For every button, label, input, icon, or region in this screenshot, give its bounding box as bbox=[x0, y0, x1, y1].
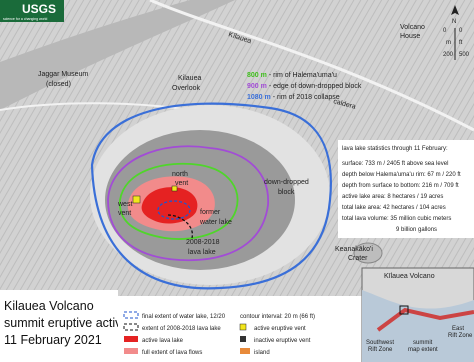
scale-label: 0 bbox=[443, 28, 447, 34]
inset-label: Southwest bbox=[366, 340, 394, 346]
rim-label: 900 m - edge of down-dropped block bbox=[247, 83, 362, 90]
place-label: Volcano bbox=[400, 24, 425, 31]
feature-label: lava lake bbox=[188, 249, 216, 256]
inset-title: Kīlauea Volcano bbox=[384, 273, 435, 280]
stats-line: 9 billion gallons bbox=[396, 227, 437, 233]
legend-swatch bbox=[124, 348, 138, 354]
inset-extent-box bbox=[399, 305, 409, 315]
title-line: summit eruptive activity bbox=[4, 316, 135, 330]
legend-swatch bbox=[123, 323, 139, 331]
scale-label: 500 bbox=[459, 52, 470, 58]
title-box bbox=[0, 290, 118, 362]
place-label: Jaggar Museum bbox=[38, 71, 88, 78]
inset-ocean bbox=[362, 290, 474, 362]
scale-label: 0 bbox=[459, 28, 463, 34]
legend-swatch bbox=[240, 348, 250, 354]
stats-line: active lake area: 8 hectares / 19 acres bbox=[342, 194, 443, 200]
legend-label: active lava lake bbox=[142, 338, 184, 344]
stats-line: depth below Halema'uma'u rim: 67 m / 220… bbox=[342, 172, 461, 178]
place-label: Overlook bbox=[172, 85, 201, 92]
place-label: (closed) bbox=[46, 81, 71, 88]
stats-line: surface: 733 m / 2405 ft above sea level bbox=[342, 161, 448, 167]
feature-label: down-dropped bbox=[264, 179, 309, 186]
logo-text: USGS bbox=[22, 2, 56, 16]
stats-heading: lava lake statistics through 11 February… bbox=[342, 146, 448, 152]
place-label: Keanakāko'i bbox=[335, 246, 373, 253]
usgs-logo bbox=[0, 0, 64, 22]
legend-swatch bbox=[124, 336, 138, 342]
north-arrow bbox=[451, 5, 459, 15]
legend-label: contour interval: 20 m (66 ft) bbox=[240, 314, 315, 320]
place-label: House bbox=[400, 33, 420, 40]
scale-label: 200 bbox=[443, 52, 454, 58]
legend-label: extent of 2008-2018 lava lake bbox=[142, 326, 221, 332]
feature-label: 2008-2018 bbox=[186, 239, 220, 246]
stats-box bbox=[338, 140, 474, 238]
title-line: 11 February 2021 bbox=[4, 333, 102, 347]
inset-label: East bbox=[452, 326, 464, 332]
active-lava-lake bbox=[141, 187, 198, 224]
legend-swatch bbox=[239, 323, 247, 331]
north-vent-marker bbox=[171, 185, 178, 192]
inset-label: Rift Zone bbox=[368, 347, 393, 353]
stats-line: total lava volume: 35 million cubic mete… bbox=[342, 216, 451, 222]
rim-label: 800 m - rim of Halema'uma'u bbox=[247, 72, 337, 79]
logo-tagline: science for a changing world bbox=[3, 17, 47, 21]
legend-label: full extent of lava flows bbox=[142, 350, 202, 356]
feature-label: block bbox=[278, 189, 295, 196]
place-label: Crater bbox=[348, 255, 368, 262]
feature-label: former bbox=[200, 209, 221, 216]
feature-label: west bbox=[117, 201, 132, 208]
rim-2018-collapse bbox=[90, 102, 332, 290]
feature-label: water lake bbox=[199, 219, 232, 226]
place-label: Kilauea bbox=[178, 75, 201, 82]
feature-label: vent bbox=[175, 180, 188, 187]
scale-label: ft bbox=[459, 40, 463, 46]
inset-label: Rift Zone bbox=[448, 333, 473, 339]
inset-label: map extent bbox=[408, 347, 438, 353]
feature-label: vent bbox=[118, 210, 131, 217]
halemaumau-rim bbox=[119, 162, 239, 240]
stats-list: lava lake statistics through 11 February… bbox=[342, 146, 461, 233]
legend-label: active eruptive vent bbox=[254, 326, 306, 332]
inset-label: summit bbox=[413, 340, 433, 346]
water-lake-extent bbox=[157, 200, 191, 220]
stats-line: total lake area: 42 hectares / 104 acres bbox=[342, 205, 446, 211]
rim-label: 1080 m - rim of 2018 collapse bbox=[247, 94, 340, 101]
road bbox=[149, 0, 474, 132]
down-dropped-edge bbox=[107, 145, 269, 262]
caldera-wall bbox=[0, 0, 235, 110]
title-line: Kilauea Volcano bbox=[4, 299, 94, 313]
west-vent-marker bbox=[132, 195, 141, 204]
feature-label: north bbox=[172, 171, 188, 178]
legend-label: inactive eruptive vent bbox=[254, 338, 311, 344]
scale-label: m bbox=[446, 40, 451, 46]
rift-zone bbox=[376, 307, 474, 332]
legend-label: island bbox=[254, 350, 270, 356]
north-label: N bbox=[452, 19, 456, 25]
legend-swatch bbox=[123, 311, 139, 319]
stats-line: depth from surface to bottom: 216 m / 70… bbox=[342, 183, 459, 189]
keanakakoi-crater bbox=[353, 242, 383, 264]
legend-swatch bbox=[240, 336, 246, 342]
legend-label: final extent of water lake, 12/20 bbox=[142, 314, 226, 320]
